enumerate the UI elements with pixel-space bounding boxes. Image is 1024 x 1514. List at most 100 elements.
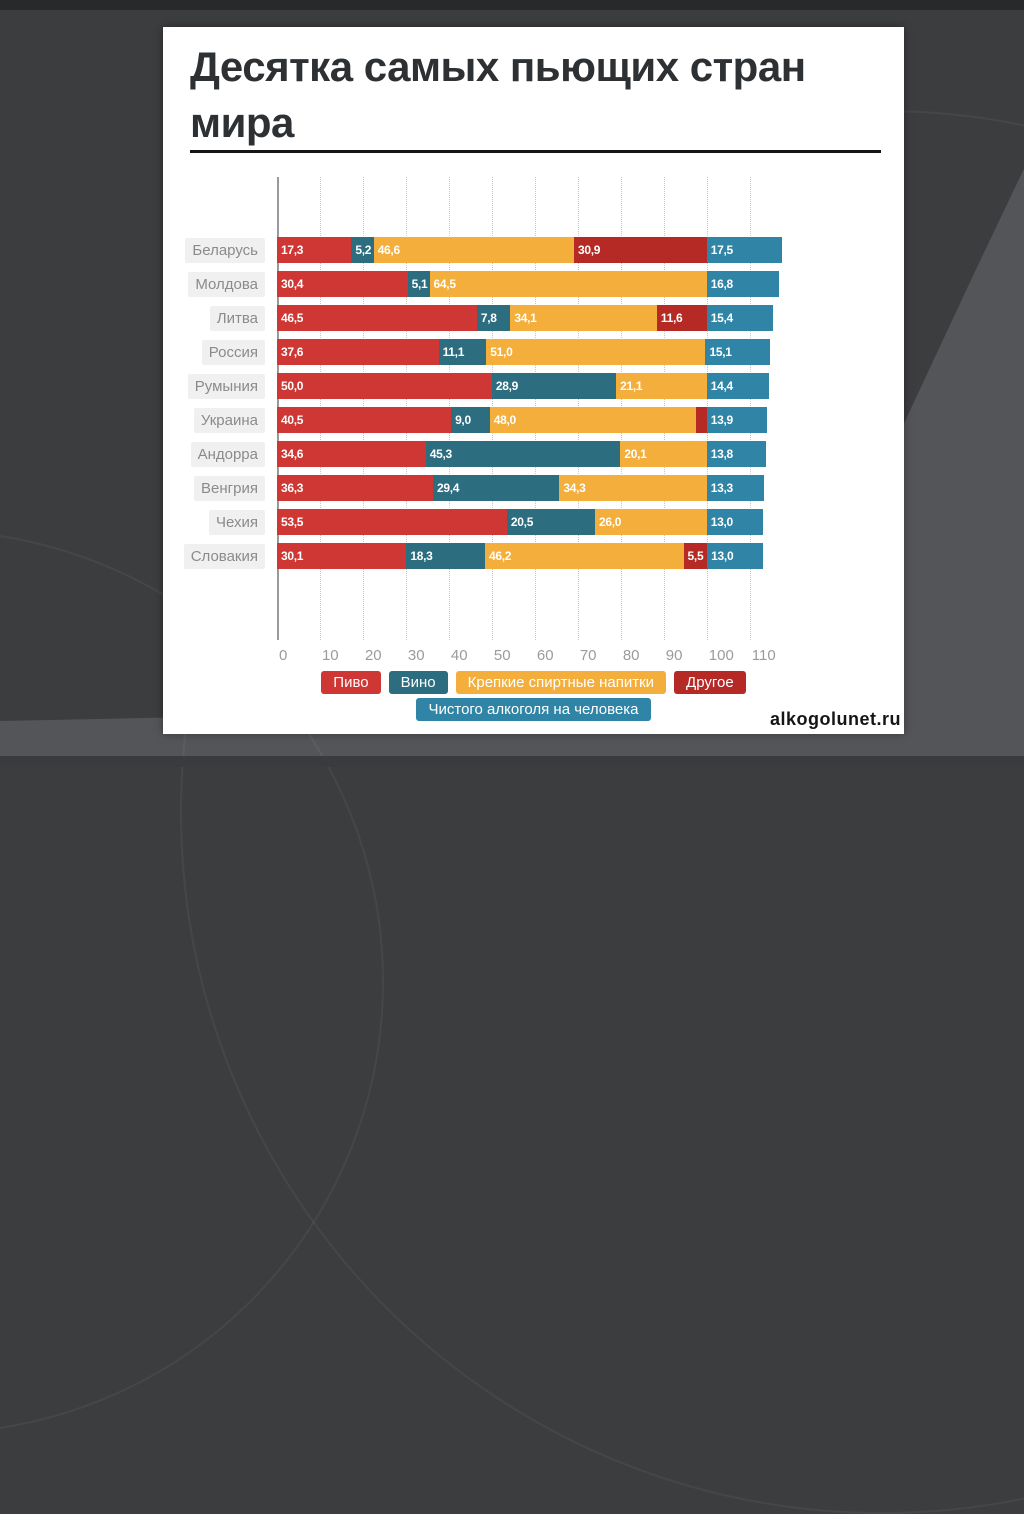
bar-segment: 34,1 [510,305,657,331]
bar-segment: 40,5 [277,407,452,433]
segment-value-label: 46,5 [281,311,304,325]
segment-value-label: 46,6 [377,243,400,257]
bar-segment: 17,5 [706,237,782,263]
watermark: alkogolunet.ru [769,709,901,729]
segment-value-label: 50,0 [281,379,304,393]
category-label: Чехия [208,509,265,535]
segment-value-label: 15,1 [709,345,732,359]
bar-segment: 15,4 [706,305,773,331]
bar-segment: 30,9 [573,237,707,263]
title-underline [190,150,881,153]
chart-row: Беларусь 17,3 5,2 46,6 30,9 17,5 [163,237,782,263]
bar-segment: 13,9 [706,407,767,433]
bar-segment: 13,0 [706,509,763,535]
segment-value-label: 5,1 [411,277,428,291]
bar-segment: 11,6 [656,305,707,331]
slide-panel: Десятка самых пьющих стран мира 0 10 20 30 4… [163,27,904,734]
bar-segment: 13,3 [706,475,764,501]
x-axis-tick-label: 40 [450,647,468,664]
legend-item: Другое [674,671,746,694]
stacked-bar: 46,5 7,8 34,1 11,6 15,4 [277,305,782,331]
bar-segment: 5,2 [351,237,374,263]
segment-value-label: 30,1 [281,549,304,563]
segment-value-label: 20,1 [624,447,647,461]
x-axis-tick-label: 60 [536,647,554,664]
bar-segment: 45,3 [425,441,621,467]
bar-segment: 5,5 [683,543,708,569]
bar-segment: 15,1 [705,339,771,365]
x-axis-tick-label: 70 [579,647,597,664]
bar-segment [696,407,707,433]
category-label-wrap: Беларусь [163,237,265,263]
legend-row: Пиво Вино Крепкие спиртные напитки Другое [163,671,904,694]
category-label-wrap: Литва [163,305,265,331]
segment-value-label: 45,3 [429,447,452,461]
bar-segment: 51,0 [486,339,706,365]
stacked-bar: 30,4 5,1 64,5 16,8 [277,271,782,297]
x-axis-tick-label: 110 [751,647,776,664]
segment-value-label: 34,6 [281,447,304,461]
category-label-wrap: Чехия [163,509,265,535]
segment-value-label: 40,5 [281,413,304,427]
legend-row: Чистого алкоголя на человека [163,698,904,721]
segment-value-label: 14,4 [710,379,733,393]
segment-value-label: 13,0 [711,549,734,563]
category-label: Россия [201,339,265,365]
bar-segment: 46,6 [373,237,574,263]
bar-segment: 18,3 [406,543,485,569]
bar-segment: 11,1 [438,339,487,365]
stacked-bar: 17,3 5,2 46,6 30,9 17,5 [277,237,782,263]
segment-value-label: 30,9 [577,243,601,257]
background-top-strip [0,0,1024,10]
chart-row: Молдова 30,4 5,1 64,5 16,8 [163,271,782,297]
bar-segment: 14,4 [706,373,769,399]
segment-value-label: 53,5 [281,515,304,529]
bar-segment: 53,5 [277,509,507,535]
segment-value-label: 26,0 [599,515,622,529]
bar-segment: 29,4 [433,475,560,501]
stacked-bar: 40,5 9,0 48,0 13,9 [277,407,782,433]
segment-value-label: 17,5 [710,243,733,257]
legend-item: Пиво [321,671,381,694]
x-axis-tick-label: 10 [321,647,339,664]
x-axis-tick-label: 30 [407,647,425,664]
chart-row: Литва 46,5 7,8 34,1 11,6 15,4 [163,305,782,331]
category-label-wrap: Андорра [163,441,265,467]
segment-value-label: 18,3 [410,549,433,563]
x-axis-tick-label: 0 [279,647,288,664]
background-bottom-strip [0,756,1024,767]
segment-value-label: 34,3 [563,481,586,495]
segment-value-label: 20,5 [510,515,534,529]
bar-segment: 64,5 [429,271,707,297]
segment-value-label: 16,8 [710,277,733,291]
segment-value-label: 13,0 [710,515,733,529]
bar-segment: 21,1 [616,373,707,399]
segment-value-label: 37,6 [281,345,304,359]
category-label-wrap: Румыния [163,373,265,399]
category-label: Литва [209,305,265,331]
segment-value-label: 17,3 [281,243,304,257]
segment-value-label: 64,5 [433,277,456,291]
segment-value-label: 13,9 [710,413,733,427]
bar-segment: 17,3 [277,237,352,263]
segment-value-label: 9,0 [455,413,471,427]
x-axis-tick-label: 80 [622,647,640,664]
segment-value-label: 46,2 [489,549,512,563]
stacked-bar: 36,3 29,4 34,3 13,3 [277,475,782,501]
segment-value-label: 7,8 [480,311,497,325]
category-label-wrap: Венгрия [163,475,265,501]
legend-item: Крепкие спиртные напитки [455,671,667,694]
bar-segment: 36,3 [277,475,433,501]
segment-value-label: 51,0 [490,345,513,359]
category-label: Румыния [187,373,265,399]
bar-segment: 37,6 [277,339,439,365]
x-axis-tick-label: 100 [708,647,734,664]
segment-value-label: 28,9 [495,379,519,393]
bar-segment: 30,4 [277,271,408,297]
stacked-bar-chart: 0 10 20 30 40 50 60 70 80 90 100 110 Пиво Вино Крепки… [163,177,904,722]
bar-segment: 20,5 [506,509,596,535]
bar-segment: 28,9 [491,373,617,399]
bar-segment: 50,0 [277,373,492,399]
segment-value-label: 11,1 [442,345,465,359]
segment-value-label: 29,4 [437,481,460,495]
